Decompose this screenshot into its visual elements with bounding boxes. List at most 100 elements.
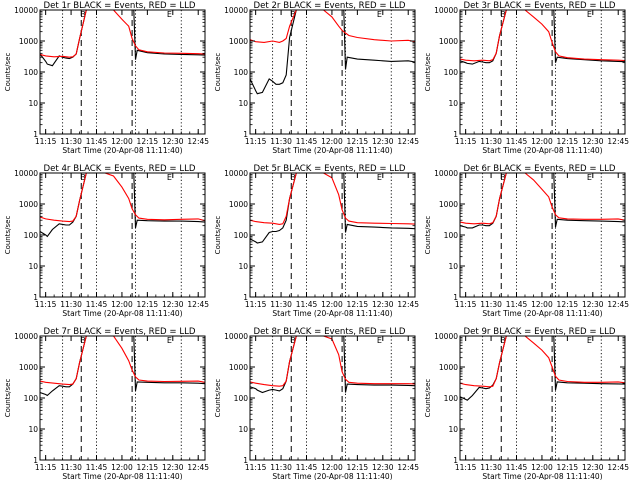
x-tick-label: 11:15 (245, 463, 267, 472)
series-events (460, 10, 625, 65)
y-tick-label: 1000 (19, 37, 38, 46)
y-tick-label: 1 (33, 130, 38, 139)
x-tick-label: 11:15 (455, 137, 477, 146)
y-tick-label: 100 (444, 394, 459, 403)
x-tick-label: 12:30 (372, 137, 394, 146)
y-tick-label: 1 (453, 293, 458, 302)
x-tick-label: 11:45 (86, 137, 108, 146)
series-events (40, 173, 205, 238)
marker-label: B (290, 10, 296, 19)
x-tick-label: 11:30 (60, 300, 82, 309)
marker-label: E (377, 336, 382, 345)
chart-title: Det 4r BLACK = Events, RED = LLD (43, 164, 195, 174)
y-tick-label: 10 (448, 262, 458, 271)
x-tick-label: 12:45 (397, 463, 419, 472)
x-tick-label: 12:15 (347, 463, 369, 472)
y-tick-label: 1000 (439, 363, 458, 372)
x-tick-label: 12:00 (321, 300, 343, 309)
x-tick-label: 12:15 (557, 137, 579, 146)
chart-title: Det 5r BLACK = Events, RED = LLD (253, 164, 405, 174)
x-tick-label: 12:00 (531, 137, 553, 146)
y-tick-label: 1000 (19, 200, 38, 209)
series-events (250, 173, 415, 244)
marker-label: B (500, 10, 506, 19)
y-tick-label: 10 (238, 425, 248, 434)
x-tick-label: 11:45 (86, 300, 108, 309)
x-tick-label: 11:45 (296, 137, 318, 146)
x-axis-label: Start Time (20-Apr-08 11:11:40) (62, 472, 182, 480)
x-tick-label: 11:15 (35, 463, 57, 472)
series-events (40, 10, 205, 67)
y-axis-label: Counts/sec (4, 379, 12, 418)
series-events (460, 336, 625, 401)
x-tick-label: 11:30 (270, 300, 292, 309)
series-lld (460, 336, 625, 388)
y-tick-label: 1000 (439, 37, 458, 46)
x-tick-label: 11:30 (60, 137, 82, 146)
y-tick-label: 10000 (434, 6, 458, 15)
y-tick-label: 1 (243, 130, 248, 139)
plot-frame (39, 335, 206, 461)
chart-title: Det 9r BLACK = Events, RED = LLD (463, 327, 615, 337)
x-axis-label: Start Time (20-Apr-08 11:11:40) (272, 146, 392, 155)
x-tick-label: 12:00 (321, 463, 343, 472)
y-tick-label: 100 (234, 231, 249, 240)
x-tick-label: 11:15 (245, 137, 267, 146)
x-axis-label: Start Time (20-Apr-08 11:11:40) (482, 309, 602, 318)
x-tick-label: 12:30 (372, 463, 394, 472)
chart-title: Det 1r BLACK = Events, RED = LLD (43, 1, 195, 11)
x-tick-label: 12:15 (557, 300, 579, 309)
marker-label: E (587, 336, 592, 345)
y-tick-label: 1 (243, 456, 248, 465)
x-tick-label: 11:45 (86, 463, 108, 472)
x-tick-label: 11:15 (455, 300, 477, 309)
y-tick-label: 1000 (19, 363, 38, 372)
y-tick-label: 10 (448, 425, 458, 434)
y-axis-label: Counts/sec (424, 379, 432, 418)
x-tick-label: 12:45 (187, 300, 209, 309)
x-axis-label: Start Time (20-Apr-08 11:11:40) (62, 146, 182, 155)
y-tick-label: 1000 (229, 200, 248, 209)
x-tick-label: 12:30 (582, 300, 604, 309)
x-tick-label: 11:30 (480, 137, 502, 146)
y-tick-label: 1000 (439, 200, 458, 209)
series-events (40, 336, 205, 397)
chart-title: Det 6r BLACK = Events, RED = LLD (463, 164, 615, 174)
y-tick-label: 10000 (434, 169, 458, 178)
chart-title: Det 3r BLACK = Events, RED = LLD (463, 1, 615, 11)
y-tick-label: 10000 (14, 332, 38, 341)
x-tick-label: 11:30 (60, 463, 82, 472)
plot-frame (459, 172, 626, 298)
y-tick-label: 100 (24, 394, 39, 403)
y-tick-label: 100 (444, 231, 459, 240)
y-tick-label: 10 (28, 99, 38, 108)
y-tick-label: 1000 (229, 363, 248, 372)
y-tick-label: 1 (453, 130, 458, 139)
chart-title: Det 2r BLACK = Events, RED = LLD (253, 1, 405, 11)
x-tick-label: 11:15 (35, 137, 57, 146)
x-tick-label: 11:15 (455, 463, 477, 472)
plot-frame (249, 172, 416, 298)
plot-frame (459, 9, 626, 135)
chart-title: Det 8r BLACK = Events, RED = LLD (253, 327, 405, 337)
series-lld (40, 10, 205, 58)
y-tick-label: 100 (234, 68, 249, 77)
marker-label: B (80, 336, 86, 345)
x-axis-label: Start Time (20-Apr-08 11:11:40) (482, 146, 602, 155)
x-tick-label: 11:45 (506, 463, 528, 472)
plot-frame (249, 335, 416, 461)
y-tick-label: 10 (238, 262, 248, 271)
y-tick-label: 10 (28, 425, 38, 434)
series-lld (40, 173, 205, 223)
x-tick-label: 12:45 (607, 137, 629, 146)
y-tick-label: 10 (238, 99, 248, 108)
x-tick-label: 12:00 (111, 137, 133, 146)
x-tick-label: 12:00 (531, 300, 553, 309)
series-lld (250, 173, 415, 225)
y-axis-label: Counts/sec (4, 216, 12, 255)
y-tick-label: 10000 (14, 169, 38, 178)
